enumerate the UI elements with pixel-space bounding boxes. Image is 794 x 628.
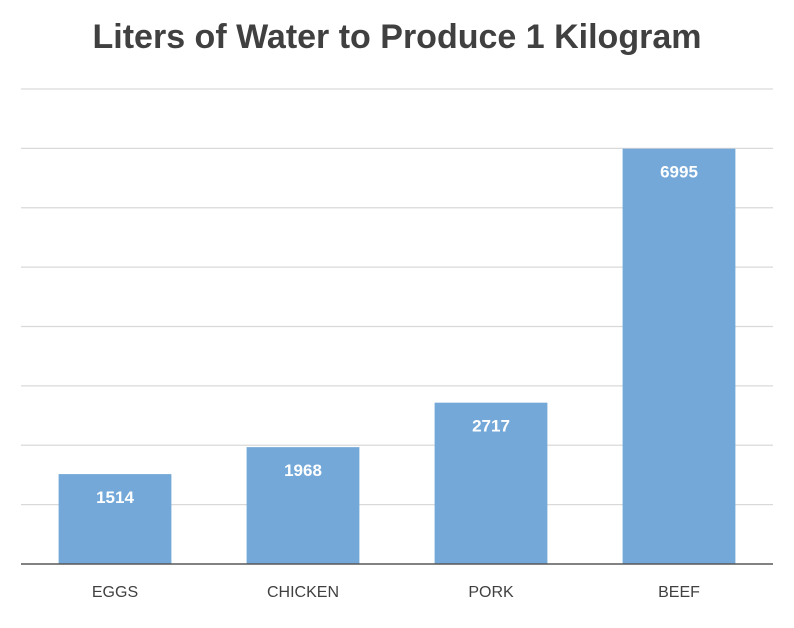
data-label-pork: 2717	[472, 417, 510, 436]
category-labels: EGGS CHICKEN PORK BEEF	[92, 584, 700, 601]
category-label-beef: BEEF	[658, 584, 700, 601]
bar-chicken	[246, 447, 360, 564]
data-label-eggs: 1514	[96, 488, 134, 507]
bar-beef	[622, 148, 736, 564]
gridlines	[21, 88, 773, 506]
data-label-chicken: 1968	[284, 461, 322, 480]
category-label-pork: PORK	[468, 584, 514, 601]
bar-pork	[434, 402, 548, 564]
category-label-chicken: CHICKEN	[267, 584, 339, 601]
data-labels: 1514 1968 2717 6995	[96, 163, 698, 507]
chart-title: Liters of Water to Produce 1 Kilogram	[92, 18, 702, 56]
bar-eggs	[58, 474, 172, 564]
category-label-eggs: EGGS	[92, 584, 138, 601]
data-label-beef: 6995	[660, 163, 698, 182]
bars	[58, 148, 736, 564]
